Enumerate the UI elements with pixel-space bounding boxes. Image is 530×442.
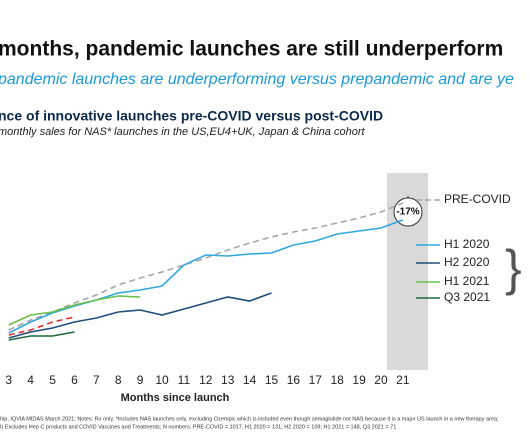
x-tick-label: 19: [352, 373, 366, 387]
series-line: [8, 331, 75, 341]
x-tick-label: 3: [5, 373, 12, 387]
x-tick-label: 10: [155, 373, 169, 387]
x-tick-label: 13: [221, 373, 235, 387]
x-tick-label: 7: [93, 373, 100, 387]
legend-label: Q3 2021: [444, 290, 490, 304]
annotation: -17%: [396, 207, 419, 218]
x-tick-label: 16: [287, 373, 301, 387]
x-tick-label: 18: [330, 373, 344, 387]
series-line: [8, 316, 75, 336]
x-tick-label: 14: [243, 373, 257, 387]
x-tick-label: 5: [49, 373, 56, 387]
series-line: [8, 219, 404, 334]
x-tick-label: 21: [396, 373, 410, 387]
x-tick-label: 17: [309, 373, 323, 387]
chart-subtitle: monthly sales for NAS* launches in the U…: [0, 126, 365, 138]
legend-label: PRE-COVID: [444, 192, 511, 206]
series-line: [8, 295, 141, 326]
x-tick-label: 6: [71, 373, 78, 387]
x-tick-label: 4: [27, 373, 34, 387]
series-line: [8, 292, 272, 339]
x-tick-label: 12: [199, 373, 213, 387]
legend-label: H2 2020: [444, 255, 490, 269]
x-tick-label: 20: [374, 373, 388, 387]
footnote: I) Excludes Hep C products and COVID Vac…: [0, 424, 396, 430]
legend-bracket: }: [505, 240, 522, 296]
subtitle: pandemic launches are underperforming ve…: [0, 71, 514, 88]
legend-label: H1 2021: [444, 274, 490, 288]
title: months, pandemic launches are still unde…: [0, 38, 503, 61]
chart-title: nce of innovative launches pre-COVID ver…: [0, 108, 383, 124]
x-tick-label: 15: [265, 373, 279, 387]
x-tick-label: 9: [137, 373, 144, 387]
x-axis-label: Months since launch: [121, 392, 230, 404]
legend-label: H1 2020: [444, 237, 490, 251]
annotation-circle: [393, 197, 423, 227]
x-tick-label: 8: [115, 373, 122, 387]
x-tick-label: 11: [178, 373, 191, 387]
footnote: hip, IQVIA MIDAS March 2021; Notes: Rx o…: [0, 416, 499, 422]
series-line: [8, 202, 404, 331]
